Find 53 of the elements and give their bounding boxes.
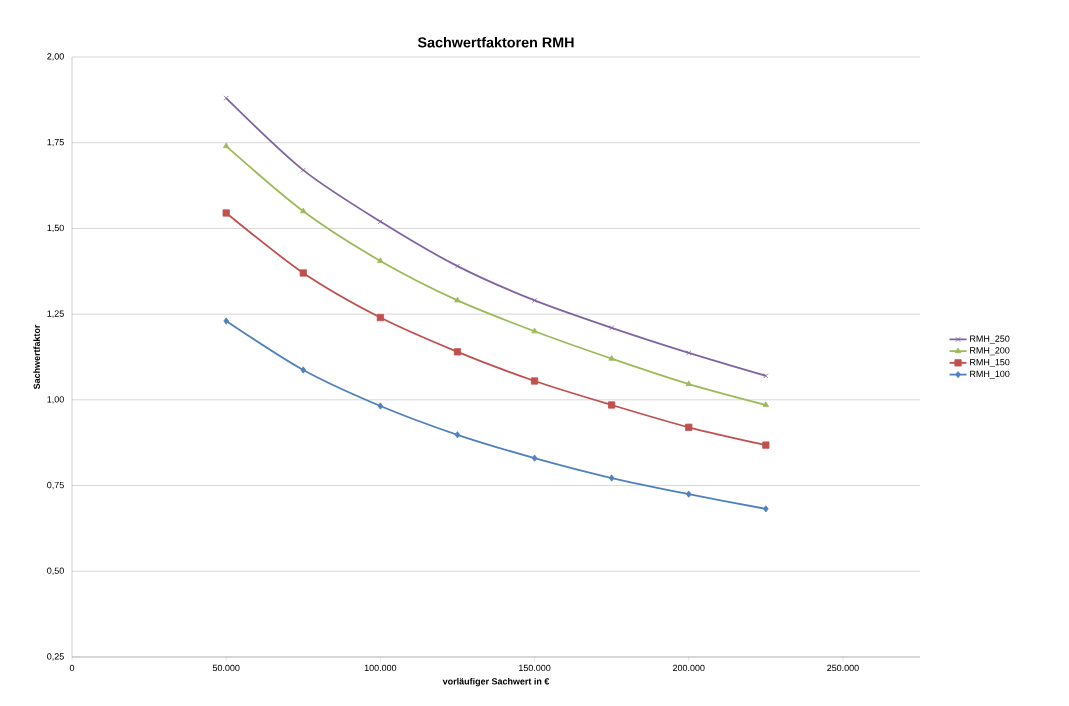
point bbox=[531, 327, 538, 334]
point bbox=[686, 350, 692, 356]
point bbox=[762, 401, 769, 407]
point bbox=[377, 257, 384, 263]
x-tick-label: 200.000 bbox=[672, 664, 705, 672]
legend-label: RMH_250 bbox=[970, 335, 1010, 344]
point bbox=[608, 401, 616, 409]
x-tick-label: 0 bbox=[69, 664, 75, 672]
point bbox=[763, 373, 769, 379]
x-tick-label: 250.000 bbox=[827, 664, 859, 672]
point bbox=[377, 402, 384, 410]
x-tick-label: 100.000 bbox=[364, 664, 397, 672]
legend-label: RMH_150 bbox=[970, 358, 1010, 368]
point bbox=[223, 142, 230, 149]
point bbox=[377, 218, 384, 225]
point bbox=[300, 207, 307, 214]
point bbox=[454, 296, 461, 303]
point bbox=[762, 441, 770, 449]
y-tick-label: 1,75 bbox=[47, 139, 64, 147]
point bbox=[531, 454, 538, 462]
point bbox=[222, 209, 230, 217]
y-tick-label: 1,25 bbox=[47, 310, 64, 318]
point bbox=[608, 474, 615, 482]
point bbox=[685, 380, 692, 387]
point bbox=[608, 355, 615, 361]
point bbox=[609, 325, 615, 331]
point bbox=[454, 431, 461, 439]
point bbox=[376, 313, 384, 322]
y-tick-label: 2,00 bbox=[47, 53, 64, 61]
x-axis-title: vorläufiger Sachwert in € bbox=[442, 677, 550, 687]
chart-title: Sachwertfaktoren RMH bbox=[417, 36, 574, 48]
y-tick-label: 0,50 bbox=[47, 567, 64, 575]
legend-label: RMH_200 bbox=[970, 347, 1010, 356]
point bbox=[763, 505, 769, 513]
point bbox=[299, 269, 307, 277]
y-tick-label: 1,00 bbox=[47, 396, 64, 404]
y-tick-label: 1,50 bbox=[47, 224, 64, 233]
point bbox=[223, 317, 229, 325]
point bbox=[531, 297, 538, 304]
y-tick-label: 0,75 bbox=[47, 481, 64, 490]
y-tick-label: 0,25 bbox=[47, 653, 64, 661]
point bbox=[454, 263, 461, 269]
point bbox=[300, 167, 306, 173]
point bbox=[223, 95, 229, 101]
point bbox=[300, 366, 307, 374]
point bbox=[530, 377, 539, 385]
y-axis-title: Sachwertfaktor bbox=[33, 324, 40, 390]
x-tick-label: 50.000 bbox=[212, 664, 240, 672]
x-tick-label: 150.000 bbox=[519, 664, 551, 672]
point bbox=[685, 490, 692, 498]
legend-label: RMH_100 bbox=[970, 370, 1010, 379]
point bbox=[685, 423, 693, 431]
point bbox=[453, 348, 462, 356]
